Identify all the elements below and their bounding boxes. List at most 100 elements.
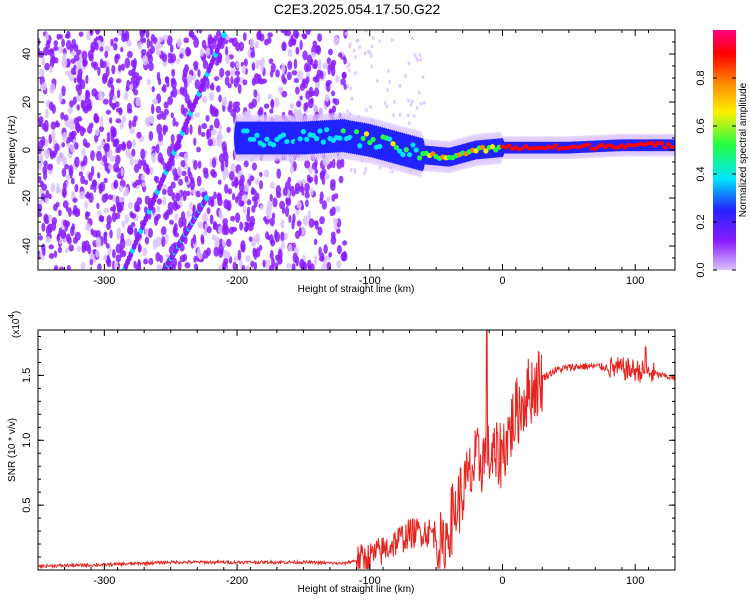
spectrogram-cell <box>154 176 160 184</box>
spectrogram-cell <box>284 232 288 241</box>
spectrogram-cell <box>248 102 255 110</box>
spectrogram-cell <box>265 214 272 220</box>
spectrogram-cell <box>206 78 210 90</box>
spectrogram-cell <box>193 255 197 263</box>
spectrogram-cell <box>156 71 161 82</box>
ridge-core <box>287 134 293 140</box>
spectrogram-cell <box>251 205 256 213</box>
streak-lower-point <box>204 194 209 202</box>
spectrogram-cell <box>171 263 176 270</box>
spectrogram-cell <box>263 103 270 109</box>
spectrogram-cell <box>383 100 387 105</box>
spectrogram-cell <box>143 258 148 265</box>
spectrogram-cell <box>50 121 57 130</box>
spectrogram-cell <box>221 239 226 247</box>
spectrogram-cell <box>248 220 254 232</box>
spectrogram-cell <box>149 166 154 176</box>
spectrogram-cell <box>250 50 256 59</box>
spectrogram-cell <box>82 138 88 147</box>
ridge-core <box>324 127 330 133</box>
spectrogram-cell <box>210 45 214 56</box>
spectrogram-cell <box>409 102 413 107</box>
ridge-core <box>360 135 366 142</box>
spectrogram-cell <box>225 46 229 57</box>
spectrogram-cell <box>53 45 59 52</box>
spectrogram-cell <box>266 36 272 44</box>
spectrogram-cell <box>88 172 93 182</box>
spectrogram-cell <box>356 38 360 43</box>
spectrogram-cell <box>109 117 113 124</box>
snr-y-tick-label: 1.0 <box>21 433 33 448</box>
spectrogram-cell <box>194 79 201 90</box>
spectrogram-cell <box>363 51 367 56</box>
spectrogram-cell <box>378 165 382 170</box>
spectrogram-cell <box>421 75 425 80</box>
ridge-core <box>264 136 270 142</box>
spectrogram-cell <box>172 201 179 212</box>
spectrogram-cell <box>254 59 260 69</box>
spectrogram-cell <box>96 202 100 210</box>
spectrogram-cell <box>181 170 187 177</box>
spectrogram-cell <box>251 196 256 202</box>
spectrogram-cell <box>144 236 150 245</box>
spectrogram-cell <box>313 238 318 246</box>
spectrogram-cell <box>406 113 410 118</box>
spectrogram-cell <box>117 30 122 37</box>
spectrogram-cell <box>229 61 236 68</box>
spectrogram-cell <box>48 101 54 111</box>
spectrogram-cell <box>217 225 223 234</box>
spectrogram-cell <box>307 165 314 174</box>
spectrogram-cell <box>161 226 167 236</box>
spectrogram-cell <box>73 77 77 84</box>
spectrogram-cell <box>106 137 111 143</box>
spectrogram-cell <box>295 255 300 267</box>
spectrogram-cell <box>137 41 143 50</box>
spectrogram-cell <box>43 213 49 224</box>
spectrogram-cell <box>52 203 58 212</box>
spectrogram-cell <box>136 131 142 139</box>
spectrogram-cell <box>80 262 86 270</box>
spectrogram-cell <box>111 64 116 75</box>
spectrogram-cell <box>38 116 44 124</box>
spectrogram-cell <box>290 35 294 47</box>
spectrogram-cell <box>56 235 60 242</box>
spectrogram-cell <box>144 227 149 236</box>
spectrogram-cell <box>196 146 201 153</box>
spectrogram-cell <box>94 42 99 51</box>
spectrogram-cell <box>45 196 49 204</box>
spectrogram-cell <box>45 224 52 236</box>
spectrogram-cell <box>415 105 419 110</box>
snr-x-label: Height of straight line (km) <box>298 584 415 595</box>
spectrogram-cell <box>260 62 264 74</box>
spectrogram-cell <box>267 32 273 38</box>
spectrogram-cell <box>319 197 323 205</box>
spectrogram-cell <box>148 130 154 141</box>
spectrogram-cell <box>314 174 318 185</box>
spectrogram-cell <box>51 221 57 231</box>
spectrogram-cell <box>76 104 80 111</box>
spectrogram-cell <box>155 50 162 56</box>
spectrogram-cell <box>285 206 290 218</box>
spectrogram-cell <box>197 124 202 136</box>
spectrogram-cell <box>269 108 274 114</box>
spectrogram-cell <box>99 125 105 133</box>
spectrogram-cell <box>85 90 91 100</box>
spectrogram-cell <box>281 240 285 250</box>
spectrogram-cell <box>242 32 247 42</box>
spectrogram-cell <box>129 83 134 90</box>
spectrogram-cell <box>112 138 118 148</box>
spectrogram-cell <box>146 78 151 86</box>
ridge-core <box>662 145 668 150</box>
spectrogram-cell <box>222 249 229 259</box>
spectrogram-cell <box>293 58 298 70</box>
spectrogram-cell <box>126 140 132 150</box>
spectrogram-cell <box>45 31 49 43</box>
spectrogram-cell <box>319 216 325 225</box>
spectrogram-cell <box>217 197 223 207</box>
spectrogram-cell <box>326 261 332 270</box>
spectrogram-cell <box>156 123 163 135</box>
spectrogram-cell <box>293 108 298 116</box>
spectrogram-cell <box>238 182 245 193</box>
spectrogram-cell <box>111 211 117 223</box>
spectrogram-cell <box>211 171 218 178</box>
